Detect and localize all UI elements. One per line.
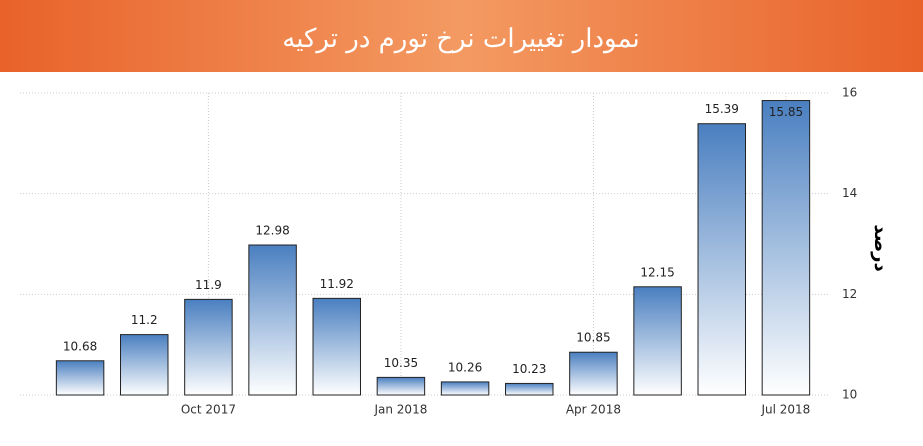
bar <box>184 298 233 396</box>
value-label: 12.15 <box>640 265 674 279</box>
value-label: 11.9 <box>195 278 222 292</box>
value-label: 10.68 <box>63 339 97 353</box>
bar <box>505 382 554 396</box>
value-label: 11.2 <box>131 313 158 327</box>
bar <box>55 360 105 396</box>
bar <box>633 286 682 396</box>
value-label: 15.85 <box>769 105 803 119</box>
x-tick-label: Jan 2018 <box>373 403 427 417</box>
value-label: 10.35 <box>384 356 418 370</box>
x-tick-label: Jul 2018 <box>760 403 810 417</box>
value-label: 10.85 <box>576 331 610 345</box>
bar <box>376 376 426 396</box>
bar <box>120 334 169 396</box>
bar <box>569 351 618 396</box>
bar <box>312 297 361 396</box>
y-tick-label: 16 <box>842 86 857 100</box>
bar <box>248 244 297 396</box>
value-label: 15.39 <box>705 102 739 116</box>
bar <box>697 123 746 396</box>
y-tick-label: 12 <box>842 287 857 301</box>
y-axis-label: درصد <box>870 224 891 271</box>
value-label: 12.98 <box>255 224 289 238</box>
bar <box>440 381 490 396</box>
chart-title: نمودار تغییرات نرخ تورم در ترکیه <box>282 24 639 54</box>
value-label: 10.26 <box>448 360 482 374</box>
value-label: 11.92 <box>320 277 354 291</box>
y-tick-label: 14 <box>842 186 857 200</box>
y-tick-label: 10 <box>842 388 857 402</box>
x-tick-label: Apr 2018 <box>566 403 621 417</box>
value-label: 10.23 <box>512 362 546 376</box>
title-banner <box>0 0 923 72</box>
bar <box>761 100 811 396</box>
x-tick-label: Oct 2017 <box>181 403 236 417</box>
